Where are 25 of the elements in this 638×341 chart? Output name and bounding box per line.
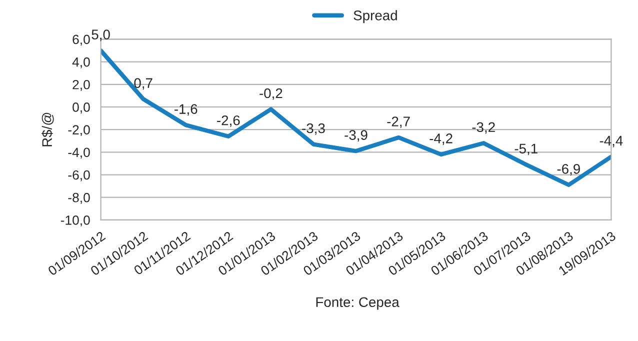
source-note: Fonte: Cepea	[316, 297, 400, 310]
data-label: -2,7	[387, 116, 410, 128]
y-tick-label: -6,0	[68, 170, 90, 182]
y-tick-label: 0,0	[72, 102, 90, 114]
data-label: -6,9	[557, 164, 580, 176]
data-label: 5,0	[92, 30, 110, 42]
legend-label: Spread	[354, 10, 397, 24]
y-tick-label: 2,0	[72, 80, 90, 91]
data-label: -3,2	[472, 122, 495, 134]
data-label: 0,7	[134, 78, 152, 90]
y-tick-label: -8,0	[68, 192, 90, 204]
y-tick-label: -10,0	[60, 216, 90, 226]
data-label: -4,4	[600, 136, 623, 148]
y-axis-title: R$/@	[42, 112, 54, 146]
y-tick-label: 4,0	[72, 57, 90, 68]
y-tick-label: 6,0	[72, 34, 90, 46]
y-tick-label: -2,0	[68, 125, 90, 136]
data-label: -3,3	[302, 123, 325, 135]
data-label: -5,1	[514, 144, 538, 156]
data-label: -4,2	[430, 134, 452, 145]
y-tick-label: -4,0	[68, 148, 90, 159]
data-label: -2,6	[217, 115, 240, 127]
data-label: -0,2	[260, 88, 282, 100]
data-label: -3,9	[344, 130, 368, 142]
data-label: -1,6	[174, 104, 198, 116]
